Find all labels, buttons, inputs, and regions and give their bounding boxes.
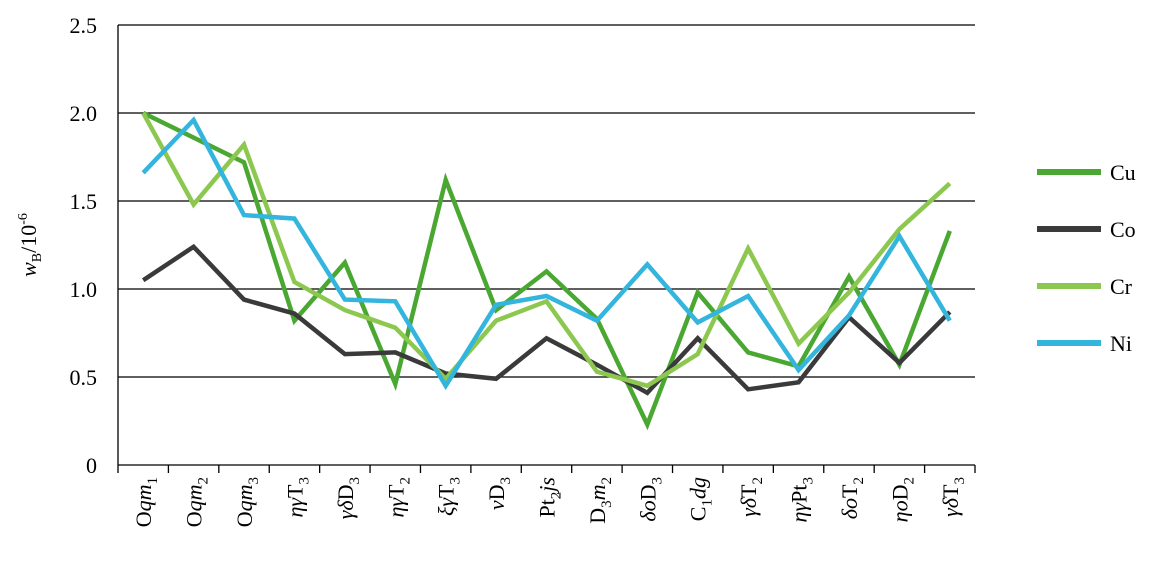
- x-tick-label: γδT3: [938, 477, 968, 517]
- series-line-cr: [141, 111, 952, 389]
- y-tick-labels: 0 0.5 1.0 1.5 2.0 2.5: [70, 13, 98, 478]
- x-tick-label: Oqm2: [182, 477, 212, 527]
- legend-label-co: Co: [1110, 217, 1136, 242]
- x-tick-labels: Oqm1 Oqm2 Oqm3 ηγT3 γδD3 ηγT2 ξγT3 νD3 Pt2js D3m2…: [131, 477, 968, 527]
- x-tick-label: δοD3: [635, 477, 665, 522]
- data-series: [141, 110, 952, 431]
- x-tick-label: ηγT3: [282, 477, 312, 518]
- x-tick-label: Oqm1: [131, 477, 161, 527]
- x-tick-label: Oqm3: [232, 477, 262, 527]
- y-tick-label: 1.5: [70, 189, 98, 214]
- x-tick-label: ξγT3: [434, 477, 464, 516]
- gridlines: [118, 24, 975, 378]
- series-line-co: [141, 243, 952, 396]
- x-tick-label: δοT2: [837, 477, 867, 519]
- x-tick-label: ηγPt3: [787, 477, 817, 522]
- x-tick-label: νD3: [484, 477, 514, 510]
- y-axis-title: wB/10-6: [16, 213, 45, 277]
- x-tick-label: γδT2: [736, 477, 766, 517]
- y-tick-label: 0: [86, 453, 97, 478]
- series-line-cu: [142, 110, 952, 431]
- y-tick-label: 0.5: [70, 365, 98, 390]
- legend: Cu Co Cr Ni: [1037, 160, 1136, 356]
- axes: [117, 25, 976, 473]
- y-axis-label: wB/10-6: [16, 213, 45, 277]
- x-tick-label: Pt2js: [535, 477, 565, 518]
- x-tick-label: D3m2: [585, 477, 615, 524]
- x-tick-label: ηγT2: [383, 477, 413, 518]
- legend-label-ni: Ni: [1110, 331, 1132, 356]
- legend-label-cu: Cu: [1110, 160, 1136, 185]
- x-tick-label: γδD3: [333, 477, 363, 519]
- x-tick-label: C1dg: [686, 477, 716, 521]
- y-tick-label: 1.0: [70, 277, 98, 302]
- y-tick-label: 2.0: [70, 101, 98, 126]
- x-tick-label: ηοD2: [887, 477, 917, 522]
- legend-label-cr: Cr: [1110, 274, 1133, 299]
- y-tick-label: 2.5: [70, 13, 98, 38]
- series-line-ni: [141, 116, 952, 391]
